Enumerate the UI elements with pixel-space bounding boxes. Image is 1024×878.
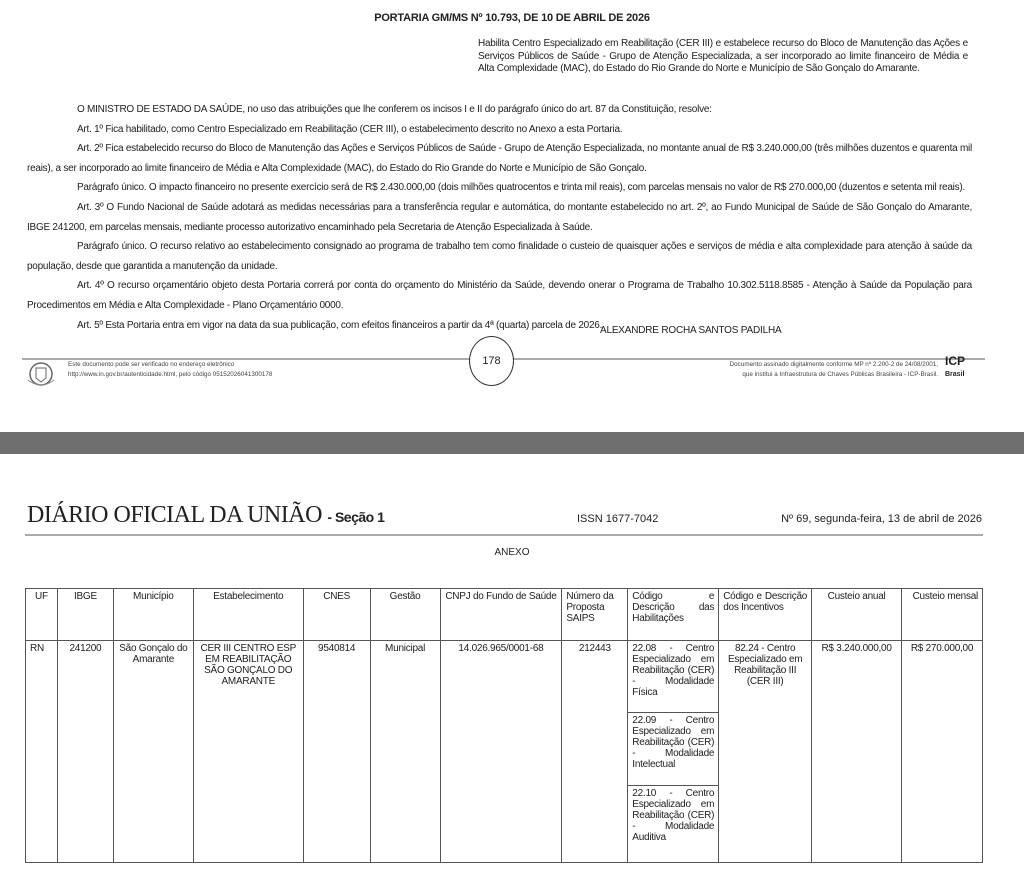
paragraph: Art. 5º Esta Portaria entra em vigor na … (77, 319, 603, 331)
paragraph: Art. 1º Fica habilitado, como Centro Esp… (77, 123, 623, 135)
habilitacao-item: 22.10 - Centro Especializado em Reabilit… (632, 788, 715, 843)
signed-line: que institui a Infraestrutura de Chaves … (742, 371, 938, 378)
portaria-body: O MINISTRO DE ESTADO DA SAÚDE, no uso da… (27, 100, 972, 335)
cell-ibge: 241200 (56, 640, 114, 863)
verify-link[interactable]: http://www.in.gov.br/autenticidade.html,… (68, 371, 273, 378)
cell-estabelecimento: CER III CENTRO ESP EM REABILITAÇÃO SÃO G… (192, 640, 304, 863)
table-header-row: UF IBGE Município Estabelecimento CNES G… (25, 588, 983, 641)
col-header: CNPJ do Fundo de Saúde (439, 588, 563, 641)
header-divider (25, 534, 983, 536)
paragraph: Art. 4º O recurso orçamentário objeto de… (27, 280, 972, 311)
col-header: UF (25, 588, 58, 641)
cell-custeio-mensal: R$ 270.000,00 (901, 640, 983, 863)
habilitacao-item: 22.09 - Centro Especializado em Reabilit… (628, 713, 719, 786)
paragraph: Parágrafo único. O impacto financeiro no… (77, 182, 965, 194)
icp-brasil-logo: ICP Brasil (945, 354, 966, 378)
col-header: Município (112, 588, 194, 641)
page-separator (0, 432, 1024, 454)
cell-saips: 212443 (561, 640, 629, 863)
page-number: 178 (469, 336, 514, 386)
col-header: Código e Descrição das Habilitações (627, 588, 720, 641)
anexo-title: ANEXO (494, 547, 530, 558)
cell-incentivos: 82.24 - Centro Especializado em Reabilit… (718, 640, 813, 863)
verification-note: Este documento pode ser verificado no en… (68, 360, 272, 380)
ementa: Habilita Centro Especializado em Reabili… (478, 38, 968, 75)
col-header: Número da Proposta SAIPS (561, 588, 629, 641)
signed-line: Documento assinado digitalmente conforme… (729, 361, 938, 368)
verify-line: Este documento pode ser verificado no en… (68, 361, 235, 368)
anexo-table: UF IBGE Município Estabelecimento CNES G… (25, 588, 983, 863)
col-header: Custeio mensal (901, 588, 983, 641)
cell-cnes: 9540814 (302, 640, 371, 863)
edition: Nº 69, segunda-feira, 13 de abril de 202… (781, 513, 982, 525)
col-header: CNES (302, 588, 371, 641)
cell-gestao: Municipal (369, 640, 441, 863)
dou-title: DIÁRIO OFICIAL DA UNIÃO (27, 502, 322, 528)
cell-custeio-anual: R$ 3.240.000,00 (811, 640, 903, 863)
signature: ALEXANDRE ROCHA SANTOS PADILHA (600, 325, 782, 336)
cell-cnpj: 14.026.965/0001-68 (439, 640, 563, 863)
col-header: IBGE (56, 588, 114, 641)
cell-municipio: São Gonçalo do Amarante (112, 640, 194, 863)
paragraph: Parágrafo único. O recurso relativo ao e… (27, 241, 972, 272)
paragraph: Art. 2º Fica estabelecido recurso do Blo… (27, 143, 972, 174)
col-header: Custeio anual (811, 588, 903, 641)
cell-uf: RN (25, 640, 58, 863)
col-header: Código e Descrição dos Incentivos (718, 588, 813, 641)
paragraph: O MINISTRO DE ESTADO DA SAÚDE, no uso da… (77, 104, 712, 115)
col-header: Gestão (369, 588, 441, 641)
issn: ISSN 1677-7042 (577, 513, 659, 525)
paragraph: Art. 3º O Fundo Nacional de Saúde adotar… (27, 201, 972, 233)
coat-of-arms-icon (27, 362, 55, 386)
cell-habilitacoes: 22.08 - Centro Especializado em Reabilit… (627, 640, 720, 863)
habilitacao-item: 22.08 - Centro Especializado em Reabilit… (628, 641, 719, 713)
dou-section: - Seção 1 (327, 509, 385, 525)
col-header: Estabelecimento (192, 588, 304, 641)
table-row: RN 241200 São Gonçalo do Amarante CER II… (25, 640, 983, 863)
dou-header: DIÁRIO OFICIAL DA UNIÃO - Seção 1 (27, 502, 385, 529)
signature-note: Documento assinado digitalmente conforme… (560, 360, 938, 380)
portaria-title: PORTARIA GM/MS Nº 10.793, DE 10 DE ABRIL… (374, 12, 650, 24)
